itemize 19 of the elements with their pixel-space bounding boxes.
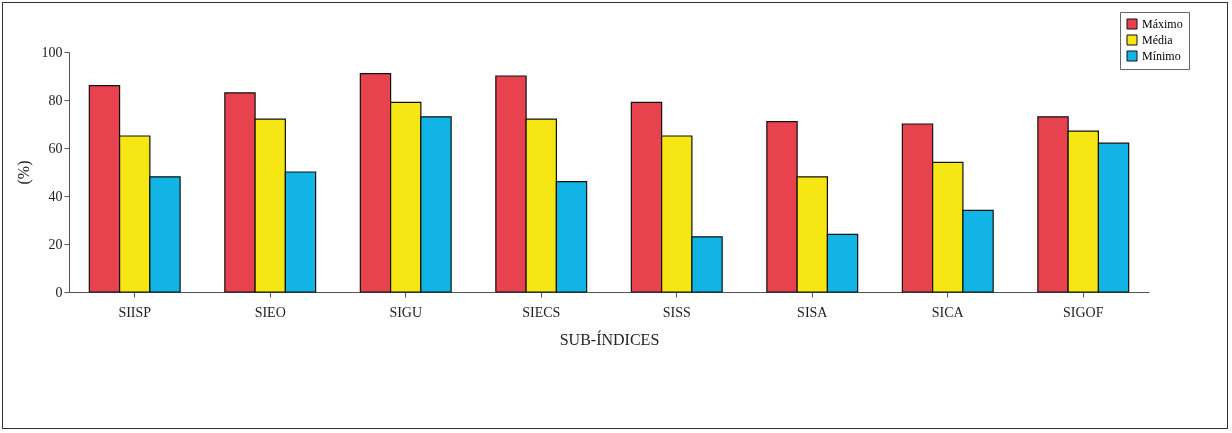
- y-tick-label: 60: [48, 140, 63, 156]
- x-tick-label: SISS: [662, 304, 691, 320]
- y-tick-label: 40: [48, 188, 63, 204]
- x-tick-label: SICA: [931, 304, 965, 320]
- y-tick-label: 80: [48, 92, 63, 108]
- x-tick-label: SIGOF: [1063, 304, 1104, 320]
- y-tick-label: 0: [55, 284, 63, 300]
- y-tick-label: 20: [48, 236, 63, 252]
- legend-label: Média: [1142, 33, 1174, 47]
- legend-label: Mínimo: [1142, 49, 1181, 63]
- x-axis-title: SUB-ÍNDICES: [559, 329, 660, 348]
- x-tick-label: SIGU: [389, 304, 423, 320]
- x-tick-label: SIISP: [118, 304, 152, 320]
- y-axis-title: (%): [14, 160, 33, 185]
- y-tick-label: 100: [41, 44, 63, 60]
- x-tick-label: SIECS: [522, 304, 561, 320]
- x-tick-label: SISA: [797, 304, 829, 320]
- x-tick-label: SIEO: [254, 304, 286, 320]
- legend-label: Máximo: [1142, 17, 1183, 31]
